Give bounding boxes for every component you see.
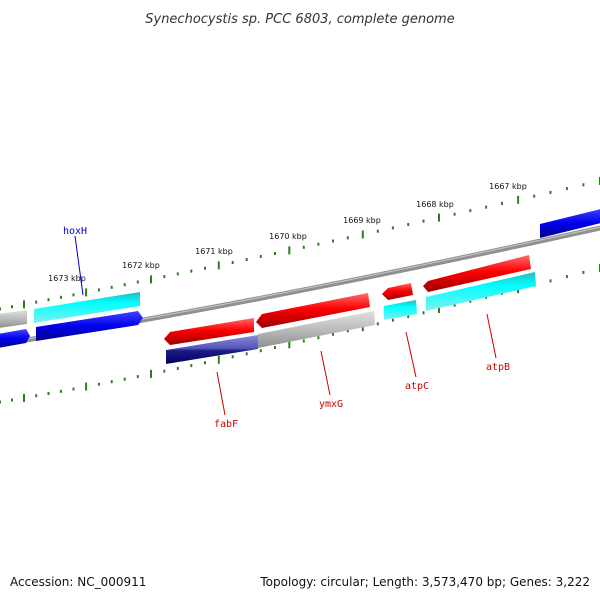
kbp-label: 1670 kbp: [269, 232, 307, 241]
feature-cyan-atpB: [426, 272, 536, 311]
tick-rings: [0, 177, 600, 404]
leader-line-fabF: [216, 371, 226, 416]
feature-atpB-red: [423, 255, 531, 292]
feature-ymxG-red: [256, 293, 370, 328]
gene-label-atpB: atpB: [486, 362, 510, 373]
gene-label-atpC: atpC: [405, 381, 429, 392]
kbp-label: 1672 kbp: [122, 261, 160, 270]
kbp-label: 1669 kbp: [343, 216, 381, 225]
leader-line-atpC: [405, 331, 417, 378]
gene-label-hoxH: hoxH: [63, 226, 87, 237]
gene-label-fabF: fabF: [214, 419, 238, 430]
kbp-label: 1668 kbp: [416, 200, 454, 209]
gene-label-ymxG: ymxG: [319, 399, 343, 410]
kbp-label: 1673 kbp: [48, 274, 86, 283]
feature-blue-right: [540, 209, 600, 238]
feature-cyan-atpC: [384, 300, 417, 320]
kbp-label: 1667 kbp: [489, 182, 527, 191]
feature-violet: [166, 335, 258, 364]
feature-blue-left: [0, 329, 30, 348]
feature-gray-middle: [258, 311, 375, 348]
feature-blue-2: [36, 311, 143, 341]
feature-fabF-red: [164, 318, 254, 345]
leader-line-atpB: [486, 313, 497, 359]
feature-atpC-red: [382, 283, 413, 300]
leader-line-ymxG: [320, 350, 331, 396]
feature-hoxH-cyan: [34, 292, 140, 323]
genome-title: Synechocystis sp. PCC 6803, complete gen…: [145, 12, 454, 27]
kbp-label: 1671 kbp: [195, 247, 233, 256]
accession-text: Accession: NC_000911: [10, 575, 147, 589]
feature-gray-left-outer: [0, 310, 27, 328]
leader-line-hoxH: [74, 235, 84, 296]
topology-text: Topology: circular; Length: 3,573,470 bp…: [260, 575, 590, 589]
